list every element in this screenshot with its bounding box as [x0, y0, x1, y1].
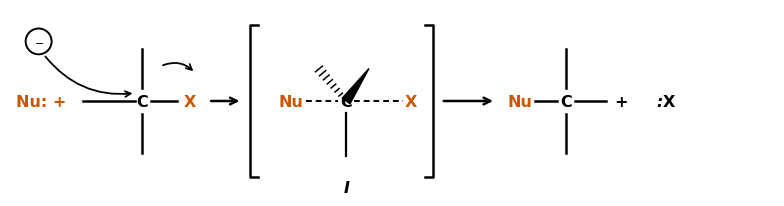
Text: Nu: +: Nu: +	[16, 94, 66, 109]
Text: Nu: Nu	[278, 94, 303, 109]
Text: X: X	[405, 94, 417, 109]
Text: Nu: Nu	[508, 94, 532, 109]
Text: C: C	[560, 94, 572, 109]
Text: I: I	[343, 180, 350, 195]
Text: +: +	[614, 94, 627, 109]
Text: C: C	[340, 94, 352, 109]
Text: $-$: $-$	[34, 37, 44, 47]
Text: :$\mathbf{X}$: :$\mathbf{X}$	[655, 94, 676, 109]
Text: C: C	[136, 94, 148, 109]
Text: X: X	[184, 94, 197, 109]
Polygon shape	[342, 69, 369, 104]
